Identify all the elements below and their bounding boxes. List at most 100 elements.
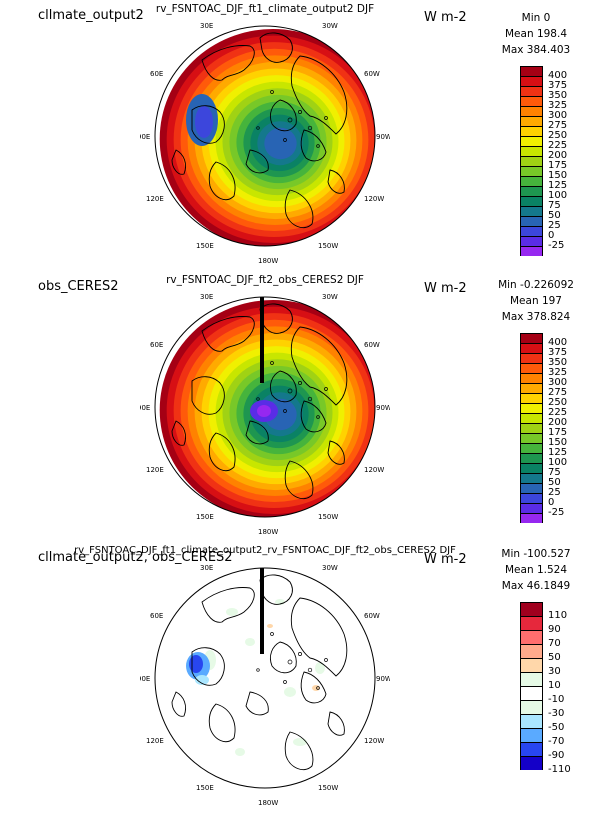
- colorbar-swatch: [520, 343, 543, 353]
- contour-band: [235, 748, 245, 756]
- colorbar-swatch: [520, 216, 543, 226]
- colorbar-label: 175: [548, 160, 568, 171]
- colorbar-swatch: [520, 186, 543, 196]
- coastline: [191, 376, 225, 415]
- stat-max: Max 378.824: [501, 311, 571, 323]
- colorbar-swatch: [520, 672, 543, 686]
- coastline: [269, 370, 297, 403]
- island: [298, 652, 302, 656]
- colorbar-swatch: [520, 728, 543, 742]
- longitude-label: 60W: [364, 612, 380, 620]
- longitude-label: 150W: [318, 242, 338, 250]
- colorbar-swatch: [520, 483, 543, 493]
- stat-min: Min -0.226092: [498, 279, 574, 291]
- contour-band: [226, 608, 238, 616]
- map-border: [154, 567, 376, 789]
- longitude-label: 30E: [200, 293, 213, 301]
- island: [270, 361, 274, 365]
- colorbar-label: 0: [548, 497, 555, 508]
- panel-diff: cllmate_output2, obs_CERES2 rv_FSNTOAC_D…: [0, 542, 606, 813]
- missing-data-strip: [260, 568, 264, 654]
- coastline: [201, 45, 255, 81]
- longitude-label: 90E: [140, 675, 150, 683]
- panel-center-title: rv_FSNTOAC_DJF_ft1_climate_output2 DJF: [155, 3, 375, 15]
- colorbar-swatch: [520, 413, 543, 423]
- longitude-label: 30W: [322, 293, 338, 301]
- colorbar-label: 400: [548, 70, 568, 81]
- colorbar-label: -30: [548, 708, 565, 719]
- coastline: [201, 587, 255, 623]
- island: [283, 409, 287, 413]
- coastline: [269, 99, 297, 132]
- colorbar-swatch: [520, 116, 543, 126]
- colorbar-label: 75: [548, 467, 561, 478]
- contour-band: [284, 687, 296, 697]
- colorbar-label: 350: [548, 357, 568, 368]
- longitude-label: 150E: [196, 513, 214, 521]
- island: [283, 138, 287, 142]
- coastline: [171, 420, 187, 446]
- panel-center-title: rv_FSNTOAC_DJF_ft2_obs_CERES2 DJF: [166, 274, 364, 286]
- colorbar-swatch: [520, 714, 543, 728]
- colorbar-label: 75: [548, 200, 561, 211]
- island: [316, 415, 320, 419]
- colorbar-label: 50: [548, 477, 561, 488]
- island: [307, 396, 313, 402]
- longitude-label: 30E: [200, 22, 213, 30]
- longitude-label: 90E: [140, 133, 150, 141]
- colorbar-label: 100: [548, 457, 568, 468]
- contour-band: [189, 655, 203, 673]
- panel-left-title: cllmate_output2, obs_CERES2: [38, 550, 233, 565]
- coastline: [327, 711, 345, 736]
- longitude-label: 150E: [196, 242, 214, 250]
- colorbar-swatch: [520, 353, 543, 363]
- colorbar-label: 110: [548, 610, 568, 621]
- coastline: [300, 671, 327, 704]
- colorbar-swatch: [520, 433, 543, 443]
- coastline: [208, 161, 236, 200]
- colorbar-label: 400: [548, 337, 568, 348]
- coastline: [259, 32, 293, 63]
- coastline: [259, 303, 293, 334]
- longitude-label: 60E: [150, 341, 163, 349]
- coastline: [327, 440, 345, 465]
- colorbar-swatch: [520, 363, 543, 373]
- contour-band: [267, 624, 273, 628]
- colorbar-swatch: [520, 630, 543, 644]
- island: [270, 90, 274, 94]
- colorbar-swatch: [520, 236, 543, 246]
- colorbar-label: 325: [548, 100, 568, 111]
- colorbar-swatch: [520, 206, 543, 216]
- colorbar-label: 250: [548, 130, 568, 141]
- map-border: [154, 296, 376, 518]
- colorbar-label: 375: [548, 80, 568, 91]
- longitude-label: 120E: [146, 195, 164, 203]
- colorbar-label: 200: [548, 417, 568, 428]
- colorbar-label: -25: [548, 507, 565, 518]
- island: [256, 397, 260, 401]
- colorbar-label: -70: [548, 736, 565, 747]
- longitude-label: 180W: [258, 799, 278, 807]
- longitude-label: 60W: [364, 341, 380, 349]
- longitude-label: 30W: [322, 564, 338, 572]
- colorbar-swatch: [520, 616, 543, 630]
- longitude-label: 90W: [376, 675, 390, 683]
- colorbar-label: 300: [548, 377, 568, 388]
- coastline: [300, 400, 327, 433]
- island: [307, 667, 313, 673]
- longitude-label: 60W: [364, 70, 380, 78]
- colorbar-label: 50: [548, 652, 561, 663]
- stat-mean: Mean 198.4: [504, 28, 568, 40]
- contour-band: [312, 685, 320, 691]
- island: [324, 658, 328, 662]
- island: [316, 144, 320, 148]
- coastline: [208, 703, 236, 742]
- colorbar-swatch: [520, 136, 543, 146]
- panel-left-title: obs_CERES2: [38, 279, 119, 294]
- coastline: [327, 169, 345, 194]
- colorbar-swatch: [520, 96, 543, 106]
- longitude-label: 180W: [258, 528, 278, 536]
- colorbar-label: 70: [548, 638, 561, 649]
- island: [298, 381, 302, 385]
- polar-map-diff: 30E 30W 60E 60W 90E 90W 120E 120W 150E 150W 180W: [140, 564, 390, 807]
